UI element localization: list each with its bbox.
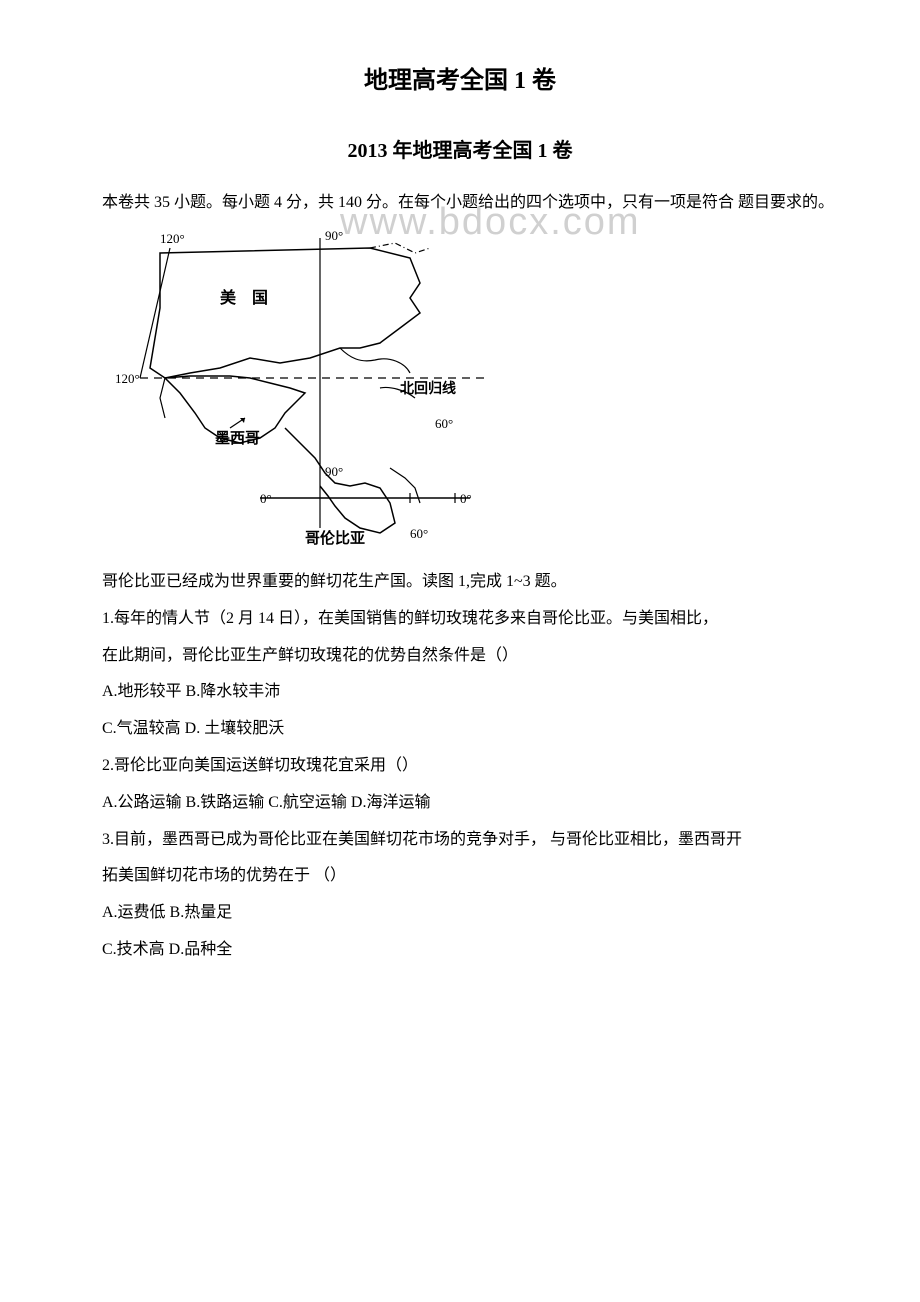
- page-subtitle: 2013 年地理高考全国 1 卷: [70, 133, 850, 169]
- map-svg: 120° 90° 120° 北回归线 60° 0° 0° 90° 60° 美 国…: [110, 228, 530, 558]
- q2-options: A.公路运输 B.铁路运输 C.航空运输 D.海洋运输: [102, 789, 850, 818]
- q1-stem-line1: 1.每年的情人节（2 月 14 日），在美国销售的鲜切玫瑰花多来自哥伦比亚。与美…: [70, 605, 850, 634]
- lon-120-top: 120°: [160, 231, 185, 246]
- q3-options-cd: C.技术高 D.品种全: [102, 936, 850, 965]
- lon-60-r2: 60°: [410, 526, 428, 541]
- tropic-label: 北回归线: [400, 380, 456, 397]
- q1-options-ab: A.地形较平 B.降水较丰沛: [102, 678, 850, 707]
- lon-120-left: 120°: [115, 371, 140, 386]
- map-figure: 120° 90° 120° 北回归线 60° 0° 0° 90° 60° 美 国…: [110, 228, 850, 558]
- q3-stem-line1: 3.目前，墨西哥已成为哥伦比亚在美国鲜切花市场的竞争对手， 与哥伦比亚相比，墨西…: [70, 826, 850, 855]
- instructions-text: 本卷共 35 小题。每小题 4 分，共 140 分。在每个小题给出的四个选项中，…: [70, 189, 850, 218]
- lat-0-r: 0°: [460, 491, 472, 506]
- colombia-label: 哥伦比亚: [305, 529, 365, 547]
- q1-options-cd: C.气温较高 D. 土壤较肥沃: [102, 715, 850, 744]
- lon-90-bot: 90°: [325, 464, 343, 479]
- lon-60-r1: 60°: [435, 416, 453, 431]
- figure-caption: 哥伦比亚已经成为世界重要的鲜切花生产国。读图 1,完成 1~3 题。: [70, 568, 850, 597]
- q2-stem: 2.哥伦比亚向美国运送鲜切玫瑰花宜采用（）: [70, 752, 850, 781]
- usa-label: 美 国: [220, 288, 268, 307]
- q3-options-ab: A.运费低 B.热量足: [102, 899, 850, 928]
- q3-stem-line2: 拓美国鲜切花市场的优势在于 （）: [70, 862, 850, 891]
- mexico-label: 墨西哥: [215, 430, 260, 447]
- page-title: 地理高考全国 1 卷: [70, 60, 850, 103]
- q1-stem-line2: 在此期间，哥伦比亚生产鲜切玫瑰花的优势自然条件是（）: [70, 642, 850, 671]
- lat-0-l: 0°: [260, 491, 272, 506]
- lon-90-top: 90°: [325, 228, 343, 243]
